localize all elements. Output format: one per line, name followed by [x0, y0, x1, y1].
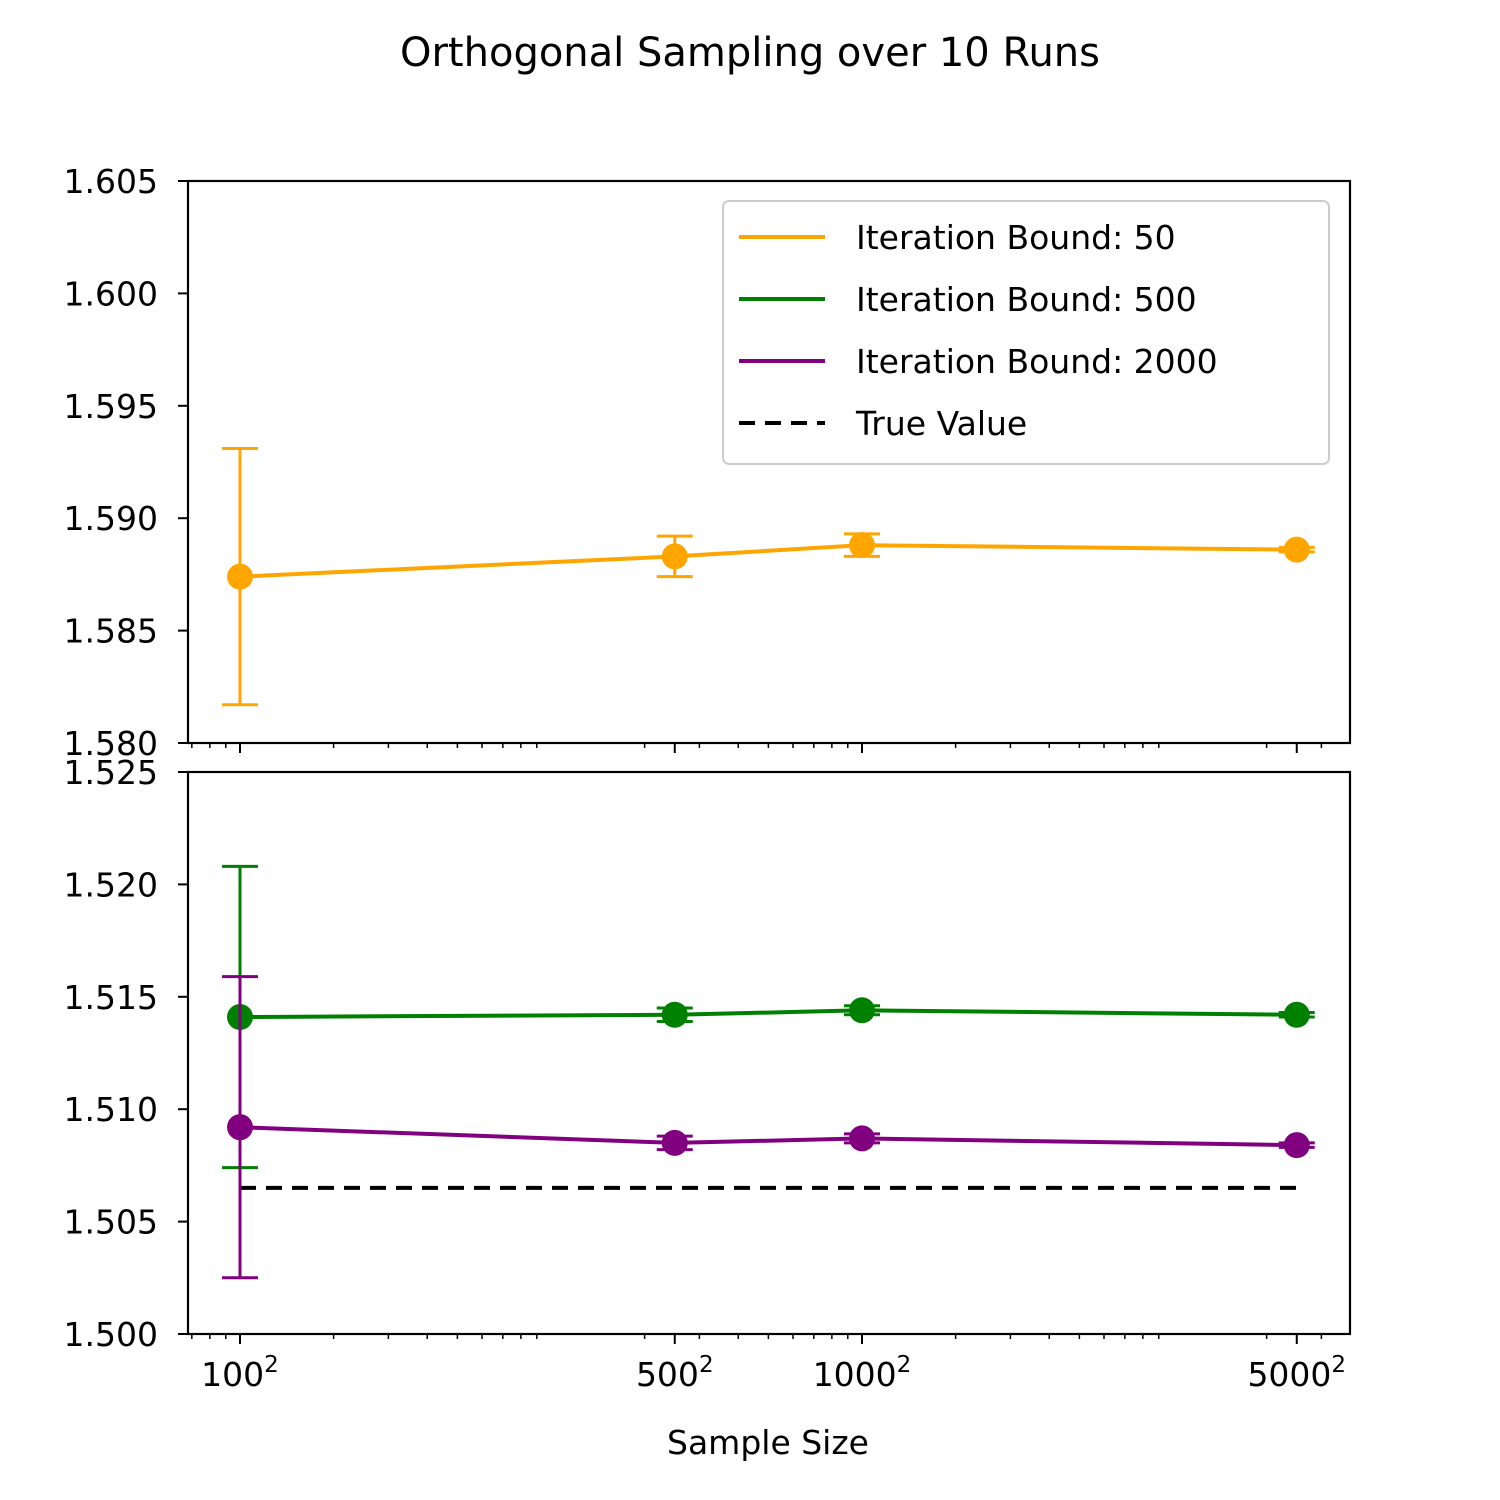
data-point — [661, 1001, 688, 1028]
legend-label: Iteration Bound: 50 — [856, 218, 1176, 257]
legend-label: Iteration Bound: 2000 — [856, 342, 1218, 381]
x-tick-label: 5002 — [636, 1352, 714, 1394]
y-tick-label: 1.595 — [64, 387, 158, 426]
data-point — [849, 997, 875, 1024]
data-point — [227, 1114, 253, 1141]
y-tick-label: 1.605 — [64, 162, 158, 201]
y-tick-label: 1.515 — [64, 978, 158, 1017]
data-point — [1283, 1001, 1310, 1028]
y-tick-label: 1.510 — [64, 1090, 158, 1129]
data-point — [1283, 536, 1310, 563]
y-tick-label: 1.585 — [64, 612, 158, 651]
y-tick-label: 1.525 — [64, 753, 158, 792]
x-tick-label-base: 5000 — [1247, 1355, 1331, 1394]
x-tick-label-base: 1000 — [813, 1355, 897, 1394]
x-tick-label: 1002 — [201, 1352, 279, 1394]
y-tick-label: 1.500 — [64, 1315, 158, 1354]
series-line — [239, 543, 1297, 579]
data-point — [661, 1129, 688, 1156]
x-axis-label: Sample Size — [667, 1423, 869, 1462]
data-point — [661, 543, 688, 570]
series-line — [239, 1125, 1297, 1148]
y-tick-label: 1.505 — [64, 1203, 158, 1242]
legend-label: Iteration Bound: 500 — [856, 280, 1197, 319]
data-point — [1283, 1132, 1310, 1159]
legend: Iteration Bound: 50 Iteration Bound: 500 I… — [722, 200, 1330, 465]
y-tick-label: 1.600 — [64, 274, 158, 313]
x-tick-label-exponent: 2 — [699, 1352, 714, 1378]
x-tick-label-exponent: 2 — [1331, 1352, 1346, 1378]
y-tick-label: 1.580 — [64, 724, 158, 763]
panel-top: 1.580 1.585 1.590 1.595 1.600 1.605 — [64, 162, 1352, 763]
legend-box — [722, 200, 1330, 465]
x-tick-label-exponent: 2 — [897, 1352, 912, 1378]
x-tick-label: 10002 — [813, 1352, 912, 1394]
data-point — [849, 1125, 875, 1152]
x-tick-label-base: 100 — [201, 1355, 264, 1394]
data-point — [227, 563, 253, 590]
series-line — [239, 1008, 1297, 1020]
x-tick-label-base: 500 — [636, 1355, 699, 1394]
y-tick-label: 1.590 — [64, 499, 158, 538]
chart-title: Orthogonal Sampling over 10 Runs — [400, 30, 1100, 76]
data-point — [849, 532, 875, 559]
x-tick-label-exponent: 2 — [264, 1352, 279, 1378]
y-tick-label: 1.520 — [64, 865, 158, 904]
legend-label: True Value — [855, 404, 1027, 443]
plot-frame — [186, 770, 1352, 1336]
x-tick-label: 50002 — [1247, 1352, 1346, 1394]
